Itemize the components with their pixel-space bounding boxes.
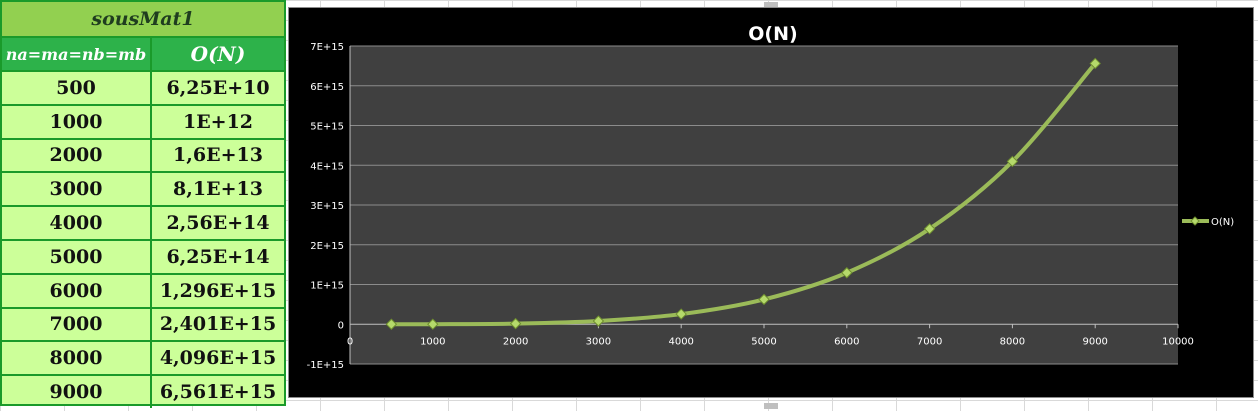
table-row: 3000 8,1E+13 — [2, 171, 284, 206]
data-point-marker[interactable] — [1089, 57, 1101, 70]
y-tick-label: 3E+15 — [310, 201, 344, 212]
x-tick-label: 9000 — [1082, 336, 1107, 347]
chart-resize-handle-bottom[interactable] — [764, 403, 778, 409]
cell-n[interactable]: 5000 — [2, 240, 152, 273]
data-point-marker[interactable] — [509, 317, 522, 330]
legend[interactable]: O(N) — [1182, 216, 1234, 228]
cell-complexity[interactable]: 1,6E+13 — [173, 144, 263, 167]
table-row: 6000 1,296E+15 — [2, 272, 284, 307]
cell-n[interactable]: 2000 — [2, 139, 152, 172]
table-row: 4000 2,56E+14 — [2, 205, 284, 239]
chart-title: O(N) — [748, 23, 797, 45]
table-title[interactable]: sousMat1 — [2, 2, 284, 38]
y-tick-label: 0 — [338, 320, 344, 331]
data-point-marker[interactable] — [385, 318, 398, 330]
y-tick-label: 6E+15 — [310, 82, 344, 93]
cell-complexity[interactable]: 6,561E+15 — [159, 381, 277, 404]
y-tick-label: 5E+15 — [310, 122, 344, 133]
cell-n[interactable]: 7000 — [2, 308, 152, 341]
table-row: 9000 6,561E+15 — [2, 374, 284, 408]
line-chart[interactable]: -1E+15 0 1E+15 2E+15 3E+15 4E+15 5E+15 6E+15 7E+… — [289, 8, 1253, 397]
x-tick-label: 0 — [347, 336, 353, 347]
data-point-marker[interactable] — [1006, 155, 1019, 168]
cell-complexity[interactable]: 2,401E+15 — [159, 313, 277, 336]
x-tick-label: 4000 — [668, 336, 693, 347]
cell-n[interactable]: 6000 — [2, 274, 152, 307]
y-tick-label: -1E+15 — [307, 360, 344, 371]
legend-label: O(N) — [1211, 217, 1234, 228]
cell-complexity[interactable]: 6,25E+14 — [166, 245, 270, 268]
x-tick-label: 10000 — [1162, 336, 1194, 347]
cell-n[interactable]: 1000 — [2, 105, 152, 138]
cell-complexity[interactable]: 6,25E+10 — [166, 76, 270, 99]
table-body: 500 6,25E+10 1000 1E+12 2000 1,6E+13 3000 8,1E+… — [2, 70, 284, 408]
data-point-marker[interactable] — [592, 315, 605, 327]
header-n[interactable]: na=ma=nb=mb — [2, 38, 152, 70]
cell-n[interactable]: 8000 — [2, 342, 152, 375]
cell-complexity[interactable]: 8,1E+13 — [173, 178, 263, 201]
cell-n[interactable]: 4000 — [2, 207, 152, 239]
data-point-marker[interactable] — [758, 293, 770, 306]
x-tick-label: 1000 — [420, 336, 445, 347]
cell-n[interactable]: 3000 — [2, 173, 152, 206]
header-complexity[interactable]: O(N) — [152, 38, 284, 70]
y-tick-label: 4E+15 — [310, 161, 344, 172]
data-table: sousMat1 na=ma=nb=mb O(N) 500 6,25E+10 100… — [0, 0, 286, 408]
x-tick-label: 6000 — [834, 336, 859, 347]
cell-complexity[interactable]: 1,296E+15 — [159, 279, 277, 302]
table-row: 500 6,25E+10 — [2, 70, 284, 104]
table-row: 2000 1,6E+13 — [2, 137, 284, 172]
x-tick-label: 7000 — [917, 336, 942, 347]
x-tick-label: 5000 — [751, 336, 776, 347]
cell-n[interactable]: 500 — [2, 72, 152, 104]
cell-complexity[interactable]: 4,096E+15 — [159, 347, 277, 370]
x-tick-label: 3000 — [586, 336, 611, 347]
chart-area[interactable]: -1E+15 0 1E+15 2E+15 3E+15 4E+15 5E+15 6E+15 7E+… — [288, 7, 1254, 398]
series-line-o-n[interactable] — [389, 61, 1098, 327]
legend-marker — [1190, 216, 1200, 226]
cell-n[interactable]: 9000 — [2, 376, 152, 408]
table-row: 1000 1E+12 — [2, 103, 284, 138]
table-row: 8000 4,096E+15 — [2, 340, 284, 375]
data-point-marker[interactable] — [675, 308, 687, 320]
x-tick-label: 8000 — [1000, 336, 1025, 347]
x-tick-label: 2000 — [503, 336, 528, 347]
cell-complexity[interactable]: 1E+12 — [182, 110, 254, 133]
y-tick-label: 2E+15 — [310, 241, 344, 252]
data-point-marker[interactable] — [427, 318, 439, 330]
table-row: 5000 6,25E+14 — [2, 238, 284, 273]
cell-complexity[interactable]: 2,56E+14 — [166, 212, 270, 235]
table-row: 7000 2,401E+15 — [2, 306, 284, 341]
chart-resize-handle-top[interactable] — [764, 2, 778, 8]
y-tick-label: 1E+15 — [310, 281, 344, 292]
data-point-marker[interactable] — [841, 267, 853, 279]
data-point-marker[interactable] — [923, 223, 936, 235]
y-tick-label: 7E+15 — [310, 42, 344, 53]
